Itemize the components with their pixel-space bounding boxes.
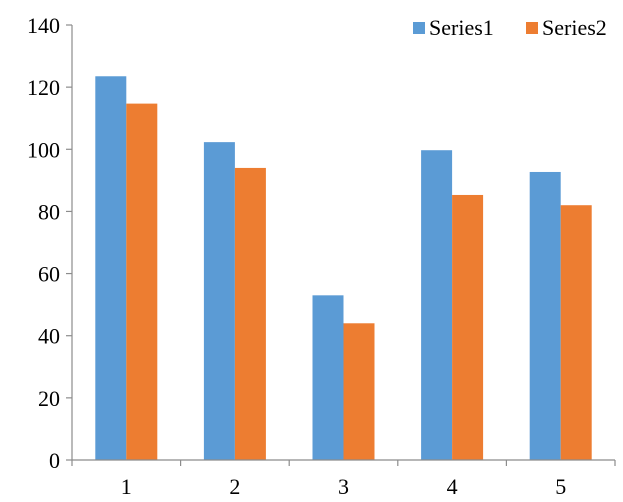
x-axis-ticks: 1 2 3 4 5 bbox=[71, 460, 616, 499]
x-tick-label: 5 bbox=[555, 474, 566, 499]
y-tick-label: 100 bbox=[27, 137, 60, 162]
legend-swatch-1 bbox=[413, 22, 425, 34]
legend-label-1: Series1 bbox=[429, 15, 494, 40]
y-tick-label: 60 bbox=[38, 262, 60, 287]
bar-series1-cat1 bbox=[95, 76, 127, 461]
legend: Series1 Series2 bbox=[413, 15, 607, 40]
y-tick-label: 120 bbox=[27, 75, 60, 100]
y-axis-ticks: 0 20 40 60 80 100 120 140 bbox=[27, 13, 72, 473]
bar-series2-cat5 bbox=[560, 205, 592, 460]
y-tick-label: 140 bbox=[27, 13, 60, 38]
x-tick-label: 3 bbox=[338, 474, 349, 499]
bar-series2-cat1 bbox=[126, 103, 158, 460]
y-tick-label: 20 bbox=[38, 386, 60, 411]
x-tick-label: 4 bbox=[447, 474, 458, 499]
bar-series2-cat4 bbox=[452, 194, 484, 461]
legend-swatch-2 bbox=[526, 22, 538, 34]
x-tick-label: 2 bbox=[229, 474, 240, 499]
y-tick-label: 80 bbox=[38, 199, 60, 224]
x-tick-label: 1 bbox=[121, 474, 132, 499]
bar-series1-cat4 bbox=[421, 150, 453, 461]
legend-label-2: Series2 bbox=[542, 15, 607, 40]
bar-series1-cat5 bbox=[529, 171, 561, 461]
bar-series2-cat2 bbox=[234, 167, 266, 460]
y-tick-label: 40 bbox=[38, 324, 60, 349]
y-tick-label: 0 bbox=[49, 448, 60, 473]
bar-series2-cat3 bbox=[343, 323, 375, 460]
bar-series1-cat3 bbox=[312, 295, 344, 460]
bar-series bbox=[95, 76, 592, 461]
bar-series1-cat2 bbox=[203, 142, 235, 460]
